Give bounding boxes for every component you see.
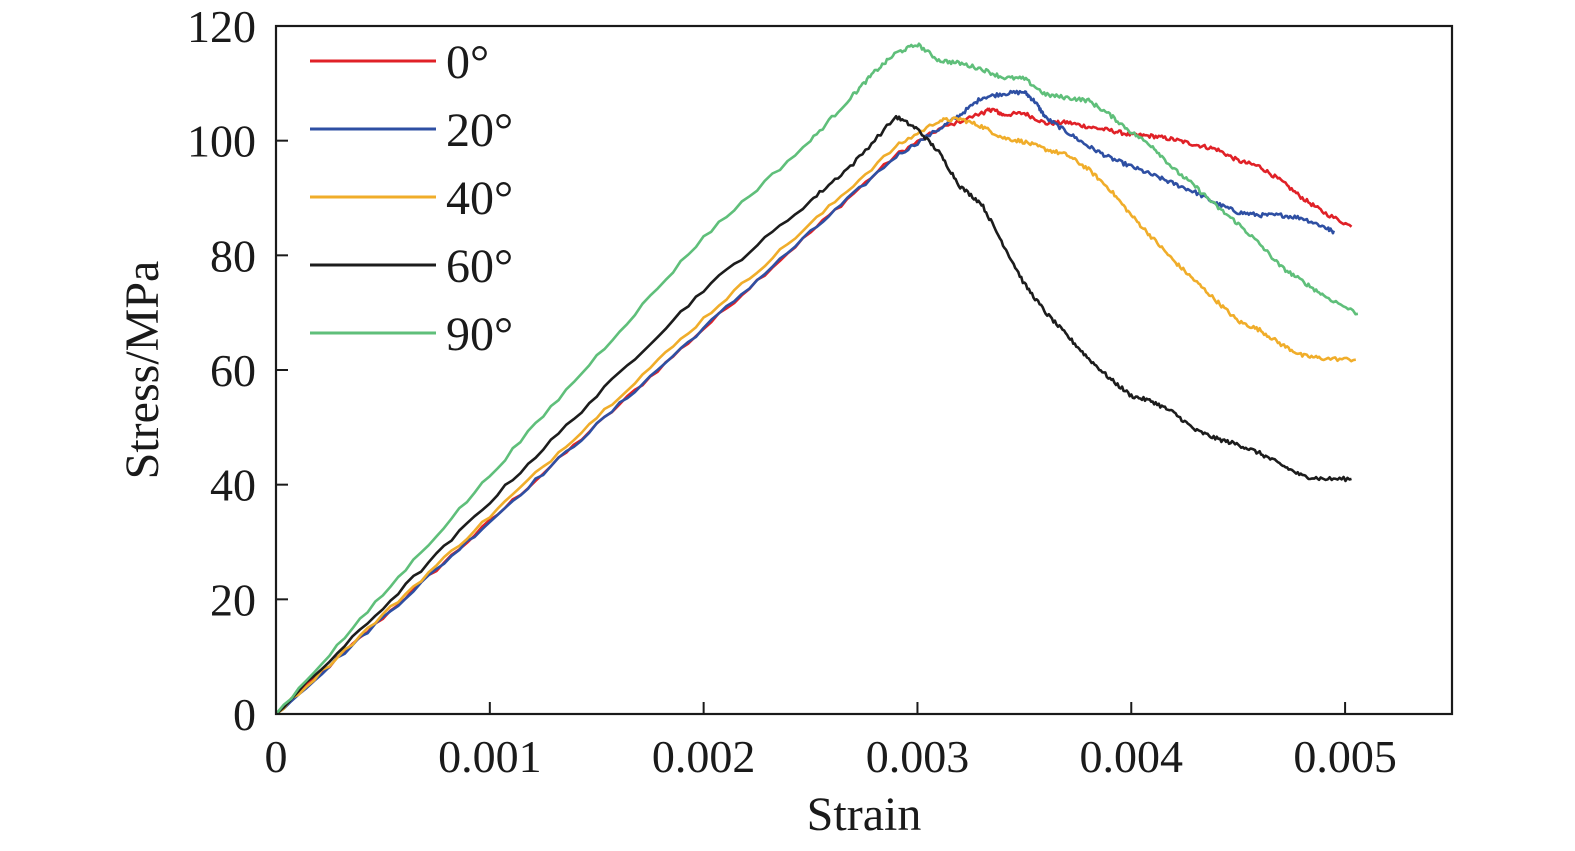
axis-ticks: 0 0.001 0.002 0.003 0.004 0.005 0 20 40 60 80 100 12… — [187, 1, 1397, 782]
series-line-0 — [275, 107, 1353, 715]
x-tick-label: 0.002 — [652, 731, 756, 782]
x-tick-label: 0.005 — [1293, 731, 1397, 782]
y-tick-label: 60 — [210, 345, 256, 396]
legend-label: 0° — [446, 36, 489, 89]
series-line-1 — [275, 89, 1336, 716]
legend: 0° 20° 40° 60° 90° — [310, 36, 513, 361]
legend-label: 20° — [446, 104, 513, 157]
x-axis-title: Strain — [807, 788, 922, 841]
y-tick-label: 120 — [187, 1, 256, 52]
x-tick-label: 0 — [265, 731, 288, 782]
y-tick-label: 20 — [210, 574, 256, 625]
y-tick-label: 40 — [210, 460, 256, 511]
series-line-3 — [275, 114, 1352, 715]
legend-label: 60° — [446, 240, 513, 293]
series-layer — [275, 42, 1359, 716]
y-tick-label: 100 — [187, 116, 256, 167]
legend-label: 40° — [446, 172, 513, 225]
y-tick-label: 80 — [210, 230, 256, 281]
x-tick-label: 0.003 — [866, 731, 970, 782]
y-tick-label: 0 — [233, 689, 256, 740]
series-line-2 — [275, 116, 1356, 716]
x-tick-label: 0.001 — [438, 731, 542, 782]
legend-label: 90° — [446, 308, 513, 361]
x-tick-label: 0.004 — [1080, 731, 1184, 782]
series-line-4 — [275, 42, 1359, 715]
y-axis-title: Stress/MPa — [116, 261, 169, 480]
